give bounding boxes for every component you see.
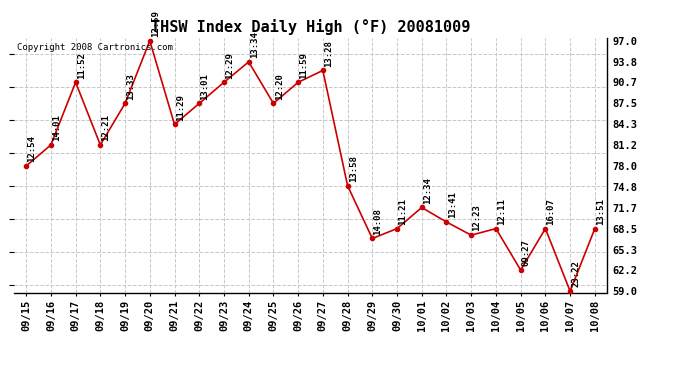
Title: THSW Index Daily High (°F) 20081009: THSW Index Daily High (°F) 20081009 [151,19,470,35]
Text: 12:34: 12:34 [423,177,432,204]
Text: 12:29: 12:29 [225,52,234,78]
Text: 12:21: 12:21 [101,114,110,141]
Text: 12:23: 12:23 [473,204,482,231]
Text: 13:01: 13:01 [201,73,210,100]
Text: 11:59: 11:59 [299,52,308,78]
Text: Copyright 2008 Cartronics.com: Copyright 2008 Cartronics.com [17,43,172,52]
Text: 09:27: 09:27 [522,240,531,266]
Text: 11:21: 11:21 [398,198,407,225]
Text: 11:29: 11:29 [176,94,185,121]
Text: 12:59: 12:59 [151,10,160,37]
Text: 23:22: 23:22 [571,261,580,287]
Text: 14:01: 14:01 [52,114,61,141]
Text: 16:07: 16:07 [546,198,555,225]
Text: 12:11: 12:11 [497,198,506,225]
Text: 11:52: 11:52 [77,52,86,78]
Text: 13:41: 13:41 [448,191,457,218]
Text: 13:28: 13:28 [324,40,333,67]
Text: 13:58: 13:58 [349,155,358,182]
Text: 13:51: 13:51 [596,198,605,225]
Text: 14:08: 14:08 [373,208,382,235]
Text: 13:33: 13:33 [126,73,135,100]
Text: 12:20: 12:20 [275,73,284,100]
Text: 12:54: 12:54 [28,135,37,162]
Text: 13:34: 13:34 [250,31,259,58]
